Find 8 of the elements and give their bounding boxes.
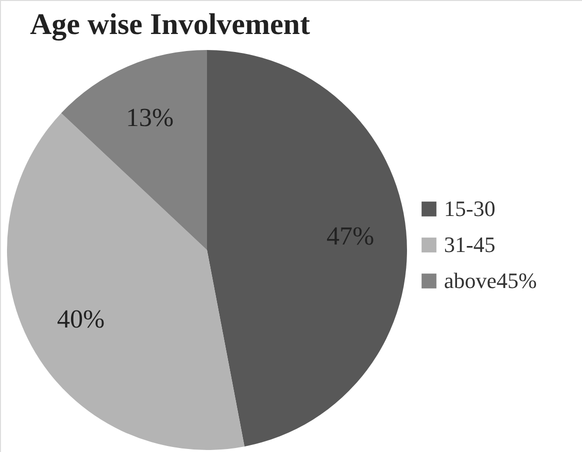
data-label: 13% [126, 102, 174, 132]
pie-slice [61, 50, 207, 250]
data-label: 40% [56, 304, 105, 334]
legend-label: 15-30 [444, 196, 496, 221]
chart-title: Age wise Involvement [30, 8, 310, 41]
legend-label: 31-45 [444, 232, 496, 257]
legend-label: above45% [444, 268, 537, 293]
pie-slice [207, 50, 407, 446]
